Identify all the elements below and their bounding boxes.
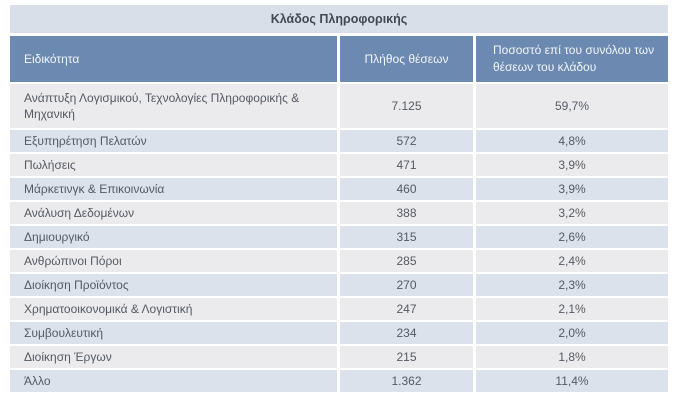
table-row: Χρηματοοικονομικά & Λογιστική 247 2,1% <box>10 298 668 322</box>
positions-cell: 460 <box>337 178 473 202</box>
percent-cell: 3,9% <box>473 154 668 178</box>
percent-cell: 2,6% <box>473 226 668 250</box>
positions-cell: 285 <box>337 250 473 274</box>
positions-cell: 471 <box>337 154 473 178</box>
table-title: Κλάδος Πληροφορικής <box>10 5 668 33</box>
specialty-cell: Ανάπτυξη Λογισμικού, Τεχνολογίες Πληροφο… <box>10 84 337 130</box>
table-row: Δημιουργικό 315 2,6% <box>10 226 668 250</box>
specialty-cell: Ανθρώπινοι Πόροι <box>10 250 337 274</box>
specialty-cell: Δημιουργικό <box>10 226 337 250</box>
positions-cell: 1.362 <box>337 370 473 394</box>
specialty-cell: Διοίκηση Προϊόντος <box>10 274 337 298</box>
table-row: Διοίκηση Προϊόντος 270 2,3% <box>10 274 668 298</box>
table-row: Διοίκηση Έργων 215 1,8% <box>10 346 668 370</box>
percent-cell: 1,8% <box>473 346 668 370</box>
specialty-cell: Ανάλυση Δεδομένων <box>10 202 337 226</box>
header-row: Ειδικότητα Πλήθος θέσεων Ποσοστό επί του… <box>10 36 668 84</box>
table-row: Ανάλυση Δεδομένων 388 3,2% <box>10 202 668 226</box>
positions-cell: 7.125 <box>337 84 473 130</box>
table-row: Ανθρώπινοι Πόροι 285 2,4% <box>10 250 668 274</box>
percent-cell: 2,3% <box>473 274 668 298</box>
positions-cell: 215 <box>337 346 473 370</box>
specialty-cell: Μάρκετινγκ & Επικοινωνία <box>10 178 337 202</box>
specialty-cell: Διοίκηση Έργων <box>10 346 337 370</box>
sector-data-table: Ειδικότητα Πλήθος θέσεων Ποσοστό επί του… <box>10 36 668 394</box>
column-header-specialty: Ειδικότητα <box>10 36 337 84</box>
column-header-positions: Πλήθος θέσεων <box>337 36 473 84</box>
table-row: Μάρκετινγκ & Επικοινωνία 460 3,9% <box>10 178 668 202</box>
table-row: Πωλήσεις 471 3,9% <box>10 154 668 178</box>
specialty-cell: Συμβουλευτική <box>10 322 337 346</box>
table-row: Εξυπηρέτηση Πελατών 572 4,8% <box>10 130 668 154</box>
percent-cell: 2,0% <box>473 322 668 346</box>
percent-cell: 4,8% <box>473 130 668 154</box>
positions-cell: 388 <box>337 202 473 226</box>
positions-cell: 234 <box>337 322 473 346</box>
percent-cell: 3,9% <box>473 178 668 202</box>
positions-cell: 315 <box>337 226 473 250</box>
column-header-percent: Ποσοστό επί του συνόλου των θέσεων του κ… <box>473 36 668 84</box>
percent-cell: 59,7% <box>473 84 668 130</box>
percent-cell: 2,4% <box>473 250 668 274</box>
table-row: Ανάπτυξη Λογισμικού, Τεχνολογίες Πληροφο… <box>10 84 668 130</box>
specialty-cell: Χρηματοοικονομικά & Λογιστική <box>10 298 337 322</box>
positions-cell: 270 <box>337 274 473 298</box>
positions-cell: 247 <box>337 298 473 322</box>
positions-cell: 572 <box>337 130 473 154</box>
sector-table-figure: Κλάδος Πληροφορικής Ειδικότητα Πλήθος θέ… <box>10 5 668 394</box>
specialty-cell: Εξυπηρέτηση Πελατών <box>10 130 337 154</box>
percent-cell: 3,2% <box>473 202 668 226</box>
specialty-cell: Πωλήσεις <box>10 154 337 178</box>
percent-cell: 2,1% <box>473 298 668 322</box>
percent-cell: 11,4% <box>473 370 668 394</box>
table-row: Άλλο 1.362 11,4% <box>10 370 668 394</box>
table-row: Συμβουλευτική 234 2,0% <box>10 322 668 346</box>
specialty-cell: Άλλο <box>10 370 337 394</box>
